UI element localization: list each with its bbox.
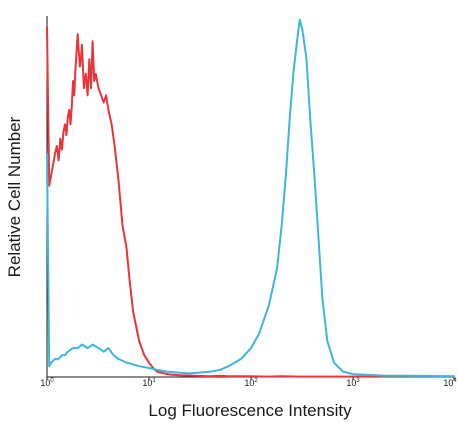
series-layer — [46, 18, 456, 378]
x-ticks: 100 101 102 103 104 — [40, 377, 457, 388]
x-axis-title: Log Fluorescence Intensity — [148, 401, 352, 420]
series-line-0 — [46, 26, 455, 378]
plot-frame — [46, 16, 455, 378]
x-tick-label-1: 101 — [142, 378, 156, 388]
series-line-1 — [46, 18, 456, 378]
x-tick-label-4: 104 — [443, 378, 457, 388]
x-tick-label-0: 100 — [40, 378, 54, 388]
x-tick-label-2: 102 — [244, 378, 258, 388]
y-axis-title: Relative Cell Number — [5, 116, 24, 277]
x-tick-label-3: 103 — [346, 378, 360, 388]
